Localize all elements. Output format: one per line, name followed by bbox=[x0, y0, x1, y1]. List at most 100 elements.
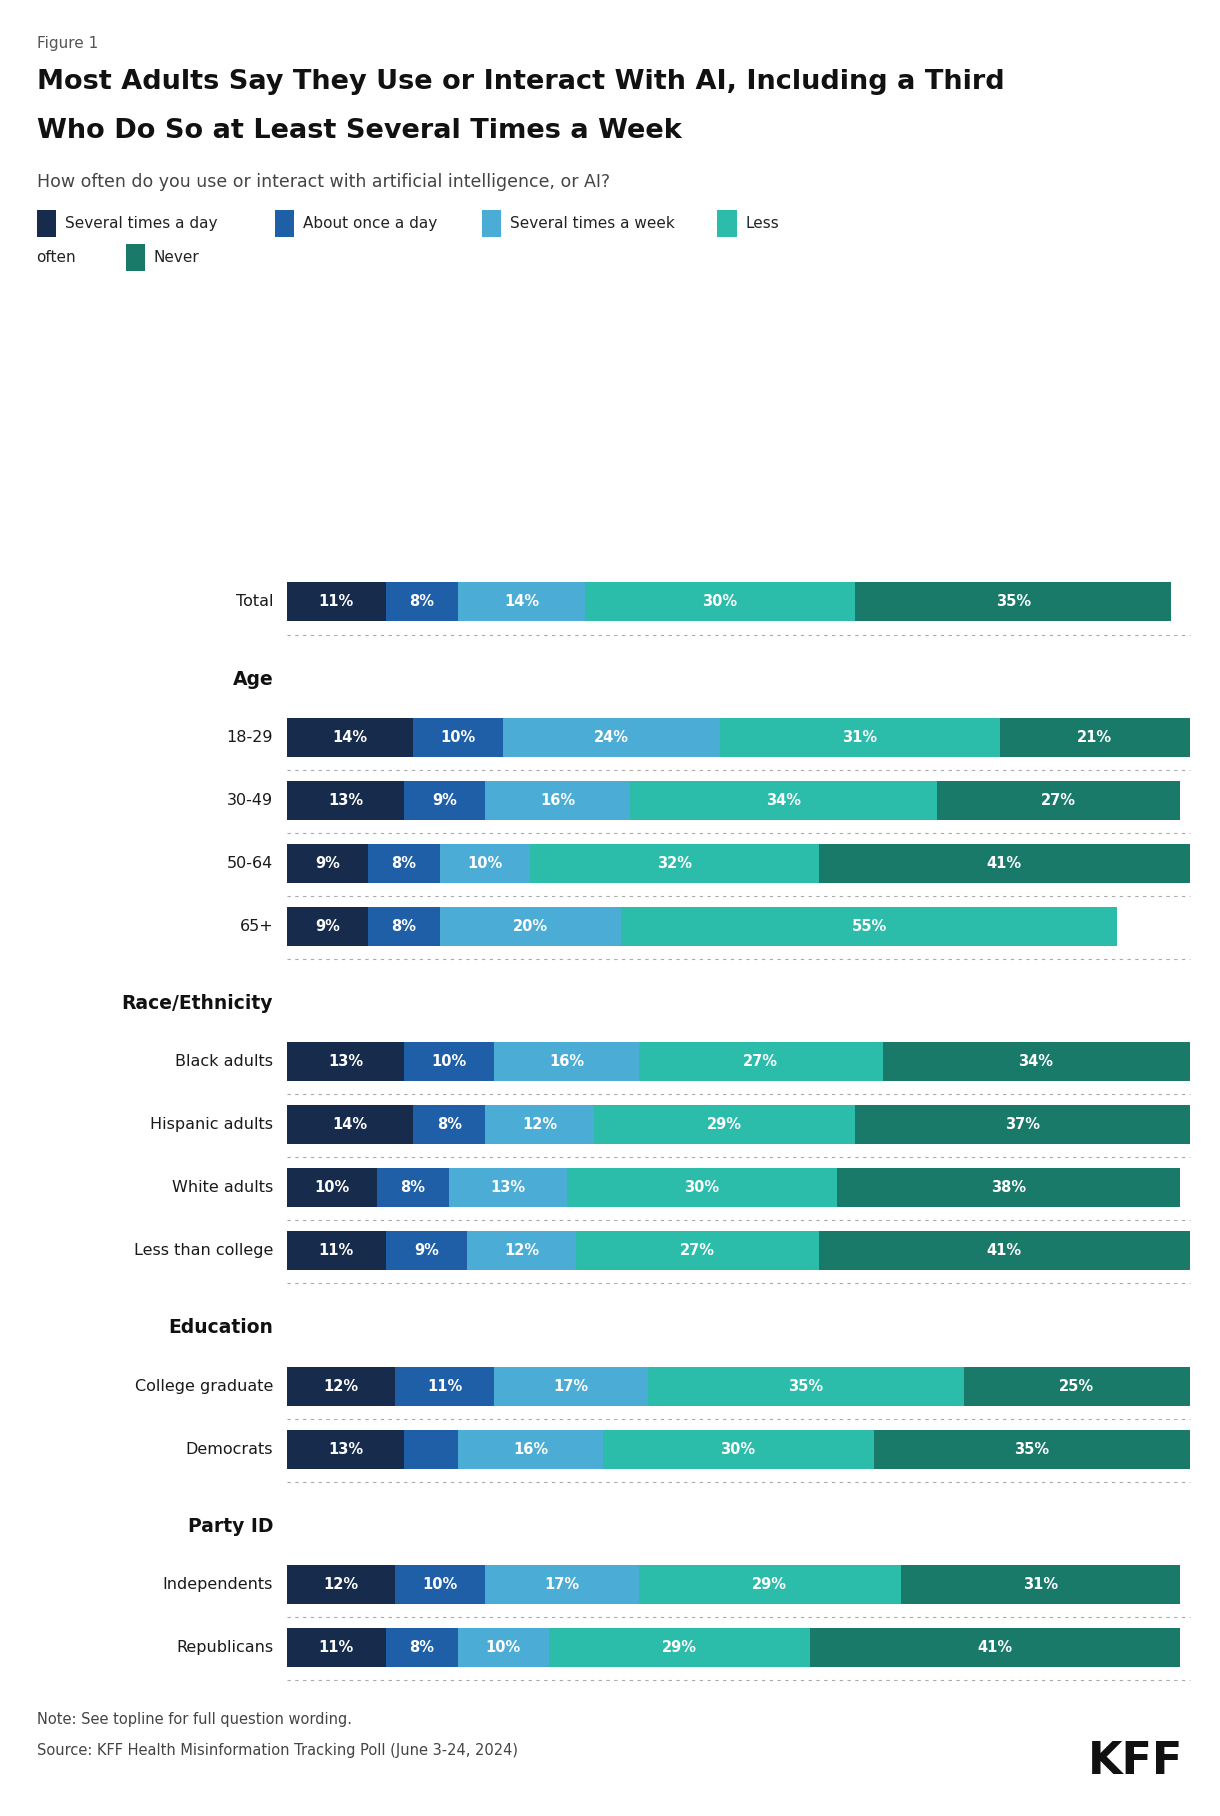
Text: 13%: 13% bbox=[328, 1055, 362, 1070]
Bar bbox=[404, 781, 486, 819]
Bar bbox=[459, 583, 584, 621]
Bar bbox=[594, 1106, 855, 1144]
Bar bbox=[855, 583, 1171, 621]
Text: 17%: 17% bbox=[554, 1378, 588, 1393]
Text: often: often bbox=[37, 251, 76, 265]
Bar bbox=[287, 844, 368, 883]
Bar bbox=[414, 717, 504, 757]
Text: Less than college: Less than college bbox=[134, 1244, 273, 1258]
Text: 30%: 30% bbox=[721, 1442, 755, 1456]
Text: KFF: KFF bbox=[1088, 1740, 1183, 1783]
Bar bbox=[639, 1565, 900, 1604]
Text: Who Do So at Least Several Times a Week: Who Do So at Least Several Times a Week bbox=[37, 118, 681, 143]
Bar bbox=[440, 844, 531, 883]
Text: 30%: 30% bbox=[684, 1180, 720, 1195]
Bar bbox=[964, 1367, 1190, 1406]
Text: 14%: 14% bbox=[332, 1117, 367, 1131]
Text: Race/Ethnicity: Race/Ethnicity bbox=[122, 993, 273, 1013]
Text: 8%: 8% bbox=[400, 1180, 426, 1195]
Text: 10%: 10% bbox=[432, 1055, 467, 1070]
Bar bbox=[287, 1231, 386, 1269]
Text: 20%: 20% bbox=[512, 919, 548, 933]
Bar bbox=[395, 1367, 494, 1406]
Text: 12%: 12% bbox=[522, 1117, 558, 1131]
Text: 12%: 12% bbox=[323, 1576, 359, 1593]
Bar bbox=[639, 1042, 882, 1081]
Bar bbox=[287, 906, 368, 946]
Text: 25%: 25% bbox=[1059, 1378, 1094, 1393]
Text: 11%: 11% bbox=[318, 594, 354, 610]
Text: 34%: 34% bbox=[1019, 1055, 1054, 1070]
Bar bbox=[386, 1231, 467, 1269]
Text: 12%: 12% bbox=[323, 1378, 359, 1393]
Text: Hispanic adults: Hispanic adults bbox=[150, 1117, 273, 1131]
Bar bbox=[621, 906, 1118, 946]
Bar bbox=[874, 1429, 1190, 1469]
Bar bbox=[368, 844, 440, 883]
Bar bbox=[820, 1231, 1190, 1269]
Bar bbox=[549, 1627, 810, 1667]
Text: 9%: 9% bbox=[415, 1244, 439, 1258]
Bar bbox=[494, 1042, 639, 1081]
Text: 8%: 8% bbox=[437, 1117, 461, 1131]
Text: 27%: 27% bbox=[1041, 794, 1076, 808]
Bar bbox=[449, 1168, 566, 1208]
Text: Democrats: Democrats bbox=[185, 1442, 273, 1456]
Bar bbox=[287, 1168, 377, 1208]
Bar bbox=[287, 1429, 404, 1469]
Text: 34%: 34% bbox=[766, 794, 800, 808]
Text: 65+: 65+ bbox=[239, 919, 273, 933]
Text: 30-49: 30-49 bbox=[227, 794, 273, 808]
Text: Never: Never bbox=[154, 251, 200, 265]
Text: Total: Total bbox=[235, 594, 273, 610]
Bar bbox=[504, 717, 720, 757]
Text: Note: See topline for full question wording.: Note: See topline for full question word… bbox=[37, 1712, 351, 1727]
Text: 41%: 41% bbox=[978, 1640, 1013, 1654]
Bar bbox=[837, 1168, 1181, 1208]
Text: 14%: 14% bbox=[332, 730, 367, 745]
Bar bbox=[287, 1106, 414, 1144]
Bar bbox=[584, 583, 855, 621]
Text: 37%: 37% bbox=[1005, 1117, 1039, 1131]
Text: Republicans: Republicans bbox=[176, 1640, 273, 1654]
Text: 16%: 16% bbox=[540, 794, 575, 808]
Bar bbox=[1000, 717, 1190, 757]
Text: 16%: 16% bbox=[549, 1055, 584, 1070]
Bar bbox=[395, 1565, 486, 1604]
Text: 27%: 27% bbox=[743, 1055, 778, 1070]
Text: White adults: White adults bbox=[172, 1180, 273, 1195]
Text: College graduate: College graduate bbox=[134, 1378, 273, 1393]
Text: 21%: 21% bbox=[1077, 730, 1113, 745]
Text: 29%: 29% bbox=[708, 1117, 742, 1131]
Bar bbox=[486, 1106, 594, 1144]
Bar bbox=[630, 781, 937, 819]
Text: 31%: 31% bbox=[843, 730, 877, 745]
Text: 11%: 11% bbox=[318, 1244, 354, 1258]
Bar bbox=[459, 1627, 549, 1667]
Text: 9%: 9% bbox=[315, 855, 339, 872]
Text: 18-29: 18-29 bbox=[227, 730, 273, 745]
Text: 31%: 31% bbox=[1024, 1576, 1058, 1593]
Bar bbox=[459, 1429, 603, 1469]
Text: 9%: 9% bbox=[432, 794, 458, 808]
Text: 13%: 13% bbox=[328, 1442, 362, 1456]
Text: 41%: 41% bbox=[987, 855, 1022, 872]
Bar bbox=[440, 906, 621, 946]
Text: 24%: 24% bbox=[594, 730, 630, 745]
Bar bbox=[287, 717, 414, 757]
Bar bbox=[494, 1367, 648, 1406]
Text: Figure 1: Figure 1 bbox=[37, 36, 98, 51]
Text: 55%: 55% bbox=[852, 919, 887, 933]
Bar bbox=[882, 1042, 1190, 1081]
Text: 10%: 10% bbox=[422, 1576, 458, 1593]
Text: 35%: 35% bbox=[1014, 1442, 1049, 1456]
Text: 27%: 27% bbox=[680, 1244, 715, 1258]
Text: Several times a day: Several times a day bbox=[65, 216, 217, 231]
Text: 10%: 10% bbox=[440, 730, 476, 745]
Text: Black adults: Black adults bbox=[176, 1055, 273, 1070]
Bar bbox=[287, 1042, 404, 1081]
Bar bbox=[377, 1168, 449, 1208]
Text: 8%: 8% bbox=[410, 1640, 434, 1654]
Text: 35%: 35% bbox=[788, 1378, 824, 1393]
Text: Most Adults Say They Use or Interact With AI, Including a Third: Most Adults Say They Use or Interact Wit… bbox=[37, 69, 1004, 94]
